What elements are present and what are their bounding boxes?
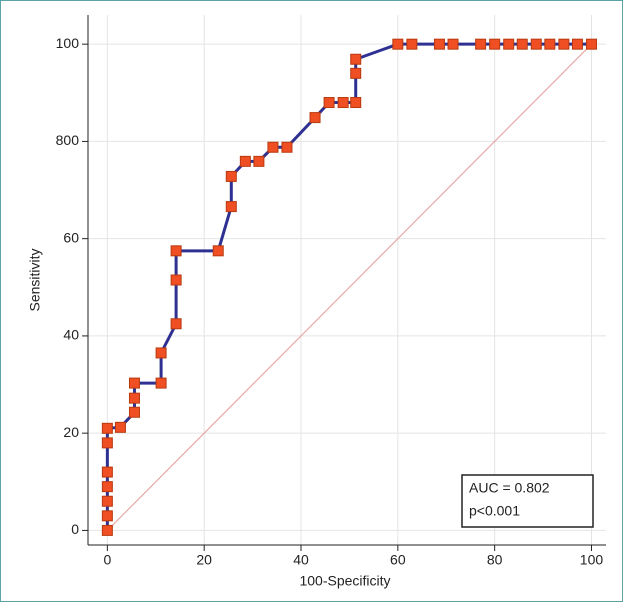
x-tick-label: 20 [196, 552, 212, 568]
point [155, 377, 167, 389]
point [225, 170, 237, 182]
point [128, 377, 140, 389]
point [170, 245, 182, 257]
y-tick-label: 20 [63, 424, 79, 440]
point [281, 141, 293, 153]
reference-line [106, 43, 592, 531]
point [128, 406, 140, 418]
x-tick-label: 80 [487, 552, 503, 568]
point [503, 38, 515, 50]
point [170, 318, 182, 330]
x-axis-label: 100-Specificity [299, 573, 390, 589]
x-tick-label: 0 [103, 552, 111, 568]
point [585, 38, 597, 50]
point [253, 155, 265, 167]
y-tick-label: 100 [56, 35, 80, 51]
point [101, 422, 113, 434]
point [225, 201, 237, 213]
point [101, 510, 113, 522]
annotation: p<0.001 [469, 503, 520, 519]
point [350, 53, 362, 65]
point [155, 347, 167, 359]
x-tick-label: 100 [580, 552, 604, 568]
point [114, 421, 126, 433]
point [239, 155, 251, 167]
point [101, 524, 113, 536]
y-axis-label: Sensitivity [27, 248, 43, 311]
y-tick-label: 800 [56, 132, 80, 148]
point [516, 38, 528, 50]
point [571, 38, 583, 50]
point [433, 38, 445, 50]
point [267, 141, 279, 153]
point [392, 38, 404, 50]
point [309, 112, 321, 124]
point [170, 274, 182, 286]
point [212, 245, 224, 257]
point [406, 38, 418, 50]
y-tick-label: 60 [63, 229, 79, 245]
point [128, 392, 140, 404]
point [544, 38, 556, 50]
point [323, 97, 335, 109]
point [558, 38, 570, 50]
point [101, 495, 113, 507]
point [101, 437, 113, 449]
point [101, 481, 113, 493]
y-tick-label: 40 [63, 327, 79, 343]
point [447, 38, 459, 50]
point [350, 97, 362, 109]
point [337, 97, 349, 109]
point [101, 466, 113, 478]
x-tick-label: 60 [390, 552, 406, 568]
annotation-box [461, 474, 594, 528]
point [475, 38, 487, 50]
point [530, 38, 542, 50]
x-tick-label: 40 [293, 552, 309, 568]
point [350, 67, 362, 79]
point [489, 38, 501, 50]
annotation: AUC = 0.802 [469, 480, 550, 496]
y-tick-label: 0 [71, 521, 79, 537]
